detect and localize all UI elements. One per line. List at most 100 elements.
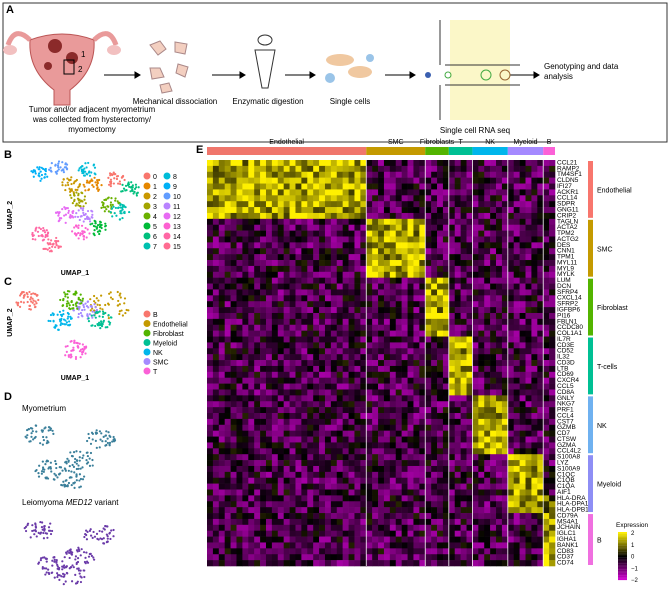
heatmap-cell <box>496 195 503 202</box>
umap-point <box>95 532 99 536</box>
heatmap-cell <box>342 301 349 308</box>
heatmap-cell <box>466 395 473 402</box>
heatmap-cell <box>531 518 538 526</box>
heatmap-cell <box>519 448 526 455</box>
heatmap-cell <box>442 260 450 267</box>
heatmap-cell <box>360 342 367 349</box>
heatmap-cell <box>366 277 373 284</box>
heatmap-cell <box>513 189 520 196</box>
heatmap-cell <box>490 295 497 302</box>
heatmap-cell <box>313 460 320 467</box>
umap-point <box>102 202 105 205</box>
heatmap-cell <box>301 365 308 373</box>
umap-point <box>67 211 70 214</box>
heatmap-cell <box>442 507 450 514</box>
heatmap-cell <box>265 195 273 202</box>
heatmap-cell <box>330 324 338 331</box>
heatmap-cell <box>265 465 273 473</box>
heatmap-cell <box>431 518 438 526</box>
heatmap-cell <box>277 212 284 220</box>
heatmap-cell <box>360 254 367 261</box>
umap-point <box>119 292 122 295</box>
heatmap-cell <box>224 277 231 284</box>
heatmap-cell <box>425 471 432 479</box>
heatmap-cell <box>484 430 491 437</box>
heatmap-cell <box>372 195 379 202</box>
heatmap-cell <box>496 318 503 326</box>
heatmap-cell <box>454 265 461 273</box>
heatmap-cell <box>395 507 402 514</box>
heatmap-cell <box>525 442 532 449</box>
heatmap-cell <box>260 212 267 220</box>
heatmap-cell <box>324 324 332 331</box>
heatmap-cell <box>395 360 402 367</box>
heatmap-cell <box>301 289 308 296</box>
heatmap-cell <box>324 495 332 502</box>
heatmap-cell <box>383 324 391 331</box>
umap-point <box>57 328 60 331</box>
heatmap-cell <box>378 324 385 331</box>
heatmap-cell <box>277 501 284 508</box>
umap-point <box>82 183 85 186</box>
heatmap-cell <box>395 383 402 390</box>
heatmap-cell <box>519 436 526 443</box>
heatmap-cell <box>224 248 231 255</box>
heatmap-cell <box>242 507 249 514</box>
heatmap-cell <box>549 371 556 379</box>
heatmap-cell <box>336 360 343 367</box>
heatmap-cell <box>277 477 284 484</box>
heatmap-cell <box>242 165 249 173</box>
heatmap-cell <box>490 430 497 437</box>
heatmap-cell <box>330 371 338 379</box>
heatmap-cell <box>224 189 231 196</box>
heatmap-cell <box>448 289 456 296</box>
heatmap-cell <box>248 518 255 526</box>
heatmap-cell <box>277 260 284 267</box>
umap-point <box>53 472 56 475</box>
heatmap-cell <box>525 477 532 484</box>
heatmap-cell <box>224 342 231 349</box>
heatmap-cell <box>519 248 526 255</box>
heatmap-cell <box>549 501 556 508</box>
umap-point <box>86 454 89 458</box>
heatmap-cell <box>454 230 461 237</box>
heatmap-cell <box>324 395 332 402</box>
heatmap-cell <box>212 289 220 296</box>
heatmap-cell <box>531 471 538 479</box>
umap-point <box>110 197 113 200</box>
heatmap-cell <box>324 201 332 208</box>
heatmap-cell <box>460 318 467 326</box>
heatmap-cell <box>348 448 355 455</box>
heatmap-cell <box>537 401 544 408</box>
heatmap-cell <box>313 312 320 320</box>
heatmap-cell <box>496 242 503 249</box>
umap-point <box>75 234 78 237</box>
heatmap-cell <box>277 513 284 520</box>
umap-point <box>38 166 41 169</box>
umap-point <box>51 429 54 432</box>
umap-point <box>39 227 43 231</box>
heatmap-cell <box>537 371 544 379</box>
heatmap-cell <box>419 224 426 231</box>
heatmap-cell <box>437 271 444 278</box>
heatmap-cell <box>407 465 414 473</box>
heatmap-cell <box>242 195 249 202</box>
heatmap-cell <box>460 330 467 337</box>
heatmap-cell <box>313 277 320 284</box>
heatmap-cell <box>407 207 414 214</box>
heatmap-cell <box>437 230 444 237</box>
heatmap-cell <box>531 301 538 308</box>
heatmap-cell <box>330 224 338 231</box>
umap-point <box>31 233 34 236</box>
umap-point <box>60 322 63 325</box>
umap-point <box>64 580 67 583</box>
heatmap-cell <box>525 271 532 278</box>
umap-point <box>74 357 78 361</box>
heatmap-cell <box>442 189 450 196</box>
heatmap-cell <box>460 295 467 302</box>
heatmap-cell <box>413 395 420 402</box>
heatmap-cell <box>413 307 420 314</box>
heatmap-cell <box>348 471 355 479</box>
heatmap-cell <box>478 177 485 184</box>
heatmap-cell <box>366 489 373 496</box>
